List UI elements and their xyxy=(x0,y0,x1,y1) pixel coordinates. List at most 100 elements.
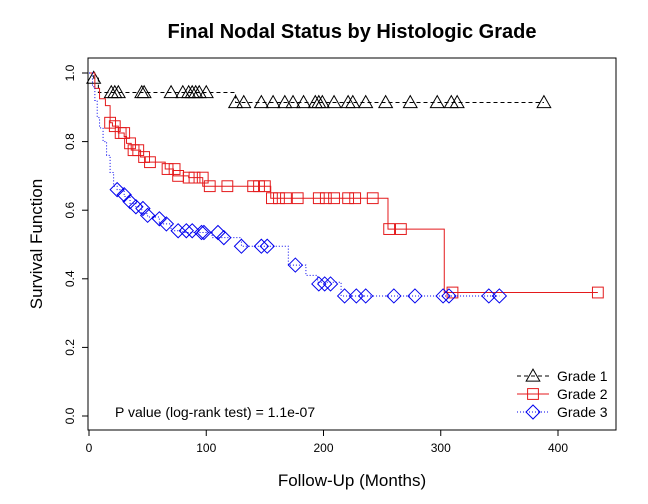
censor-mark xyxy=(441,288,457,304)
censor-mark xyxy=(285,94,301,109)
x-tick-label: 300 xyxy=(431,441,451,455)
censor-mark xyxy=(198,84,214,99)
censor-mark xyxy=(135,200,151,217)
series-grade-2 xyxy=(89,72,604,299)
chart-title: Final Nodal Status by Histologic Grade xyxy=(168,21,537,43)
series-layer xyxy=(86,70,604,304)
legend-label: Grade 3 xyxy=(557,404,608,420)
censor-mark xyxy=(168,163,181,175)
censor-mark xyxy=(196,224,212,241)
censor-mark xyxy=(311,276,327,292)
censor-mark xyxy=(196,171,209,184)
censor-mark xyxy=(366,192,379,205)
censor-mark xyxy=(265,94,281,109)
censor-mark xyxy=(259,238,275,254)
censor-mark xyxy=(277,94,293,109)
censor-mark xyxy=(377,94,394,109)
censor-mark xyxy=(122,193,138,210)
y-tick-label: 0.2 xyxy=(63,339,77,356)
series-grade-3 xyxy=(89,72,508,304)
censor-mark xyxy=(236,94,252,109)
x-tick-label: 0 xyxy=(86,441,93,455)
censor-mark xyxy=(340,94,356,109)
survival-curve xyxy=(89,72,544,103)
censor-mark xyxy=(536,94,552,109)
censor-mark xyxy=(227,94,244,109)
censor-mark xyxy=(110,84,126,99)
censor-mark xyxy=(116,187,132,203)
x-tick-label: 200 xyxy=(313,441,333,455)
x-axis-label: Follow-Up (Months) xyxy=(278,471,426,490)
censor-mark xyxy=(170,223,186,239)
p-value-annotation: P value (log-rank test) = 1.1e-07 xyxy=(115,404,315,420)
censor-mark xyxy=(280,192,292,205)
censor-mark xyxy=(322,276,339,292)
censor-mark xyxy=(358,288,374,304)
censor-mark xyxy=(109,181,125,198)
x-tick-label: 400 xyxy=(548,441,568,455)
censor-mark xyxy=(328,192,340,205)
censor-mark xyxy=(358,94,374,109)
censor-mark xyxy=(342,192,355,205)
legend-entry: Grade 3 xyxy=(517,404,608,420)
censor-mark xyxy=(314,94,331,109)
censor-mark xyxy=(481,288,497,304)
censor-mark xyxy=(253,238,270,254)
censor-mark xyxy=(253,94,270,109)
censor-mark xyxy=(139,207,156,224)
censor-mark xyxy=(383,223,396,235)
censor-mark xyxy=(124,137,136,150)
censor-mark xyxy=(178,223,195,239)
censor-mark xyxy=(233,238,250,254)
censor-mark xyxy=(435,288,451,304)
x-axis: 0 100 200 300 400 xyxy=(86,430,568,455)
y-tick-label: 0.4 xyxy=(63,270,77,287)
censor-mark xyxy=(134,84,150,99)
censor-mark xyxy=(336,288,353,304)
censor-mark xyxy=(258,180,271,193)
censor-mark xyxy=(203,180,216,193)
censor-mark xyxy=(295,94,312,109)
censor-mark xyxy=(266,192,278,205)
censor-mark xyxy=(161,163,174,175)
censor-mark xyxy=(326,94,342,109)
legend-label: Grade 2 xyxy=(557,386,608,402)
censor-mark xyxy=(449,94,465,109)
censor-mark xyxy=(312,192,325,205)
censor-mark xyxy=(104,116,117,129)
plot-frame xyxy=(87,57,617,431)
x-tick-label: 100 xyxy=(196,441,216,455)
censor-mark xyxy=(216,229,232,246)
legend: Grade 1 Grade 2 Grade 3 xyxy=(517,368,608,420)
censor-mark xyxy=(136,84,152,99)
censor-mark xyxy=(287,257,304,273)
y-tick-label: 0.0 xyxy=(63,407,77,424)
censor-mark xyxy=(221,180,234,193)
censor-mark xyxy=(184,223,200,239)
series-grade-1 xyxy=(86,70,552,109)
censor-mark xyxy=(407,288,423,304)
censor-mark xyxy=(158,216,175,232)
survival-curve xyxy=(89,72,500,297)
legend-marker xyxy=(525,368,541,382)
censor-mark xyxy=(151,211,168,227)
y-tick-label: 0.8 xyxy=(63,133,77,150)
y-axis-label: Survival Function xyxy=(27,179,46,309)
censor-mark xyxy=(291,192,304,205)
censor-mark xyxy=(193,224,210,241)
censor-mark xyxy=(163,84,179,99)
censor-mark xyxy=(210,224,226,241)
censor-mark xyxy=(319,192,332,205)
survival-curve xyxy=(89,72,598,294)
legend-marker xyxy=(525,404,541,420)
censor-mark xyxy=(491,288,508,304)
y-tick-label: 0.6 xyxy=(63,202,77,219)
censor-mark xyxy=(349,192,362,205)
censor-mark xyxy=(591,286,604,299)
censor-mark xyxy=(394,223,407,235)
y-tick-label: 1.0 xyxy=(63,64,77,81)
censor-mark xyxy=(345,94,361,109)
censor-mark xyxy=(273,192,285,205)
legend-entry: Grade 2 xyxy=(517,386,608,402)
